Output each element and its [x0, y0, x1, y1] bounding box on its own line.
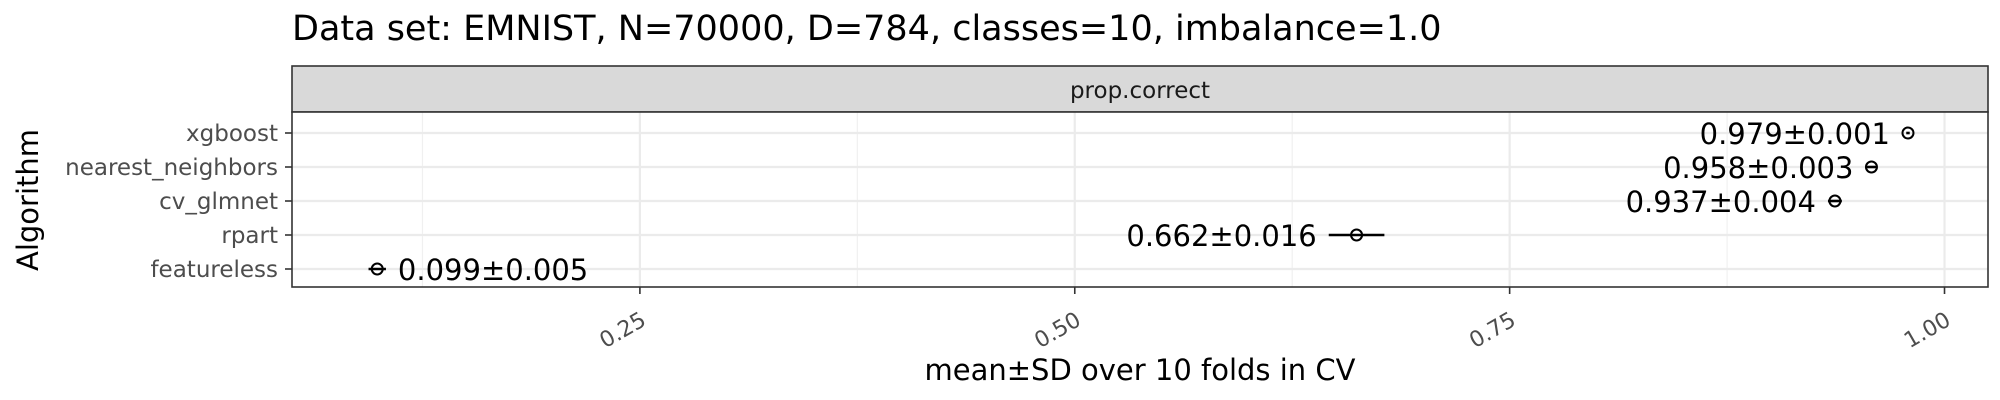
y-tick-label: rpart	[221, 223, 278, 249]
x-axis-title: mean±SD over 10 folds in CV	[925, 353, 1356, 387]
data-label: 0.979±0.001	[1700, 117, 1890, 151]
plot-panel	[292, 112, 1988, 287]
x-tick-label: 0.75	[1465, 308, 1520, 354]
data-label: 0.937±0.004	[1626, 185, 1816, 219]
data-point	[1350, 228, 1364, 242]
data-point	[1828, 194, 1842, 208]
x-tick-label: 0.50	[1030, 308, 1085, 354]
y-tick-label: nearest_neighbors	[65, 155, 278, 181]
data-label: 0.099±0.005	[398, 253, 588, 287]
facet-strip	[291, 65, 1989, 113]
data-point	[1901, 126, 1915, 140]
grid-lines	[292, 112, 1988, 287]
data-point	[370, 262, 384, 276]
y-axis-title: Algorithm	[11, 129, 45, 271]
x-tick-label: 0.25	[596, 308, 651, 354]
plot-panel-border	[291, 111, 1989, 288]
data-label: 0.662±0.016	[1126, 219, 1316, 253]
y-tick-label: xgboost	[186, 121, 278, 147]
y-tick-label: cv_glmnet	[159, 189, 278, 215]
chart-title: Data set: EMNIST, N=70000, D=784, classe…	[292, 9, 1442, 49]
facet-strip-label: prop.correct	[1070, 78, 1210, 104]
y-tick-label: featureless	[150, 257, 278, 283]
x-axis: 0.25 0.50 0.75 1.00	[596, 287, 1955, 354]
data-point	[1864, 160, 1878, 174]
data-label: 0.958±0.003	[1663, 151, 1853, 185]
x-tick-label: 1.00	[1900, 308, 1955, 354]
